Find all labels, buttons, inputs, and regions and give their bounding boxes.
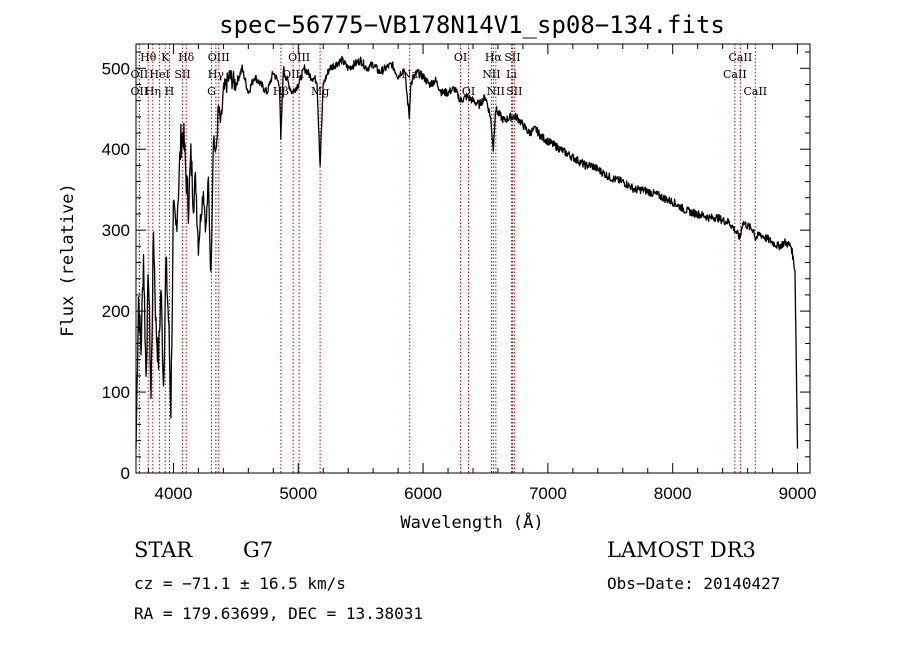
y-tick-label: 200 [102,302,130,321]
y-tick-label: 300 [102,221,130,240]
chart-title: spec−56775−VB178N14V1_sp08−134.fits [219,11,725,39]
spectral-line-label: CaII [723,68,747,81]
spectral-line-label: K [161,51,170,64]
spectral-line-label: OI [462,85,475,98]
spectral-line-label: NII [482,68,500,81]
x-tick-label: 7000 [529,484,567,503]
spectral-line-label: Hα [485,51,503,64]
spectral-line-label: G [207,85,216,98]
spectral-line-label: Hη [145,85,161,98]
spectral-line-label: Hδ [178,51,195,64]
observation-date: Obs−Date: 20140427 [607,574,781,593]
spectral-line-label: SII [504,51,520,64]
spectral-line-label: CaII [743,85,767,98]
x-tick-label: 6000 [404,484,442,503]
x-tick-label: 5000 [279,484,317,503]
spectral-line-label: H [165,85,175,98]
spectral-line-label: Hβ [273,85,289,98]
spectral-line-label: SII [174,68,190,81]
spectral-line-label: OII [131,68,149,81]
plot-frame [135,43,811,474]
spectral-line-label: Li [506,68,517,81]
axis-ticks: 4000 5000 6000 7000 8000 9000 0 100 200 300 400 500 [102,44,817,503]
spectral-line-label: OI [454,51,467,64]
spectral-line-label: Hθ [140,51,157,64]
spectral-subclass: G7 [243,538,274,562]
object-class: STAR [134,538,193,562]
spectral-line-label: HeI [149,68,169,81]
spectral-line-label: Mg [311,85,329,98]
spectral-line-label: CaII [729,51,753,64]
y-tick-label: 100 [102,383,130,402]
x-tick-label: 8000 [654,484,692,503]
spectral-line-label: OIII [288,51,310,64]
spectral-line-label: OIII [208,51,230,64]
spectral-line-markers [138,44,756,473]
spectral-line-label: OII [131,85,149,98]
spectral-line-label: NII [487,85,505,98]
x-axis-label: Wavelength (Å) [400,511,543,533]
y-tick-label: 400 [102,140,130,159]
y-axis-label: Flux (relative) [58,183,78,337]
survey-name: LAMOST DR3 [607,538,756,562]
spectral-line-label: SII [506,85,522,98]
x-tick-label: 9000 [779,484,817,503]
coordinates: RA = 179.63699, DEC = 13.38031 [134,604,423,623]
y-tick-label: 500 [102,59,130,78]
x-tick-label: 4000 [155,484,193,503]
spectrum-series-line [135,55,799,449]
redshift-velocity: cz = −71.1 ± 16.5 km/s [134,574,346,593]
y-tick-label: 0 [121,464,130,483]
spectral-line-label: Hγ [208,68,225,81]
